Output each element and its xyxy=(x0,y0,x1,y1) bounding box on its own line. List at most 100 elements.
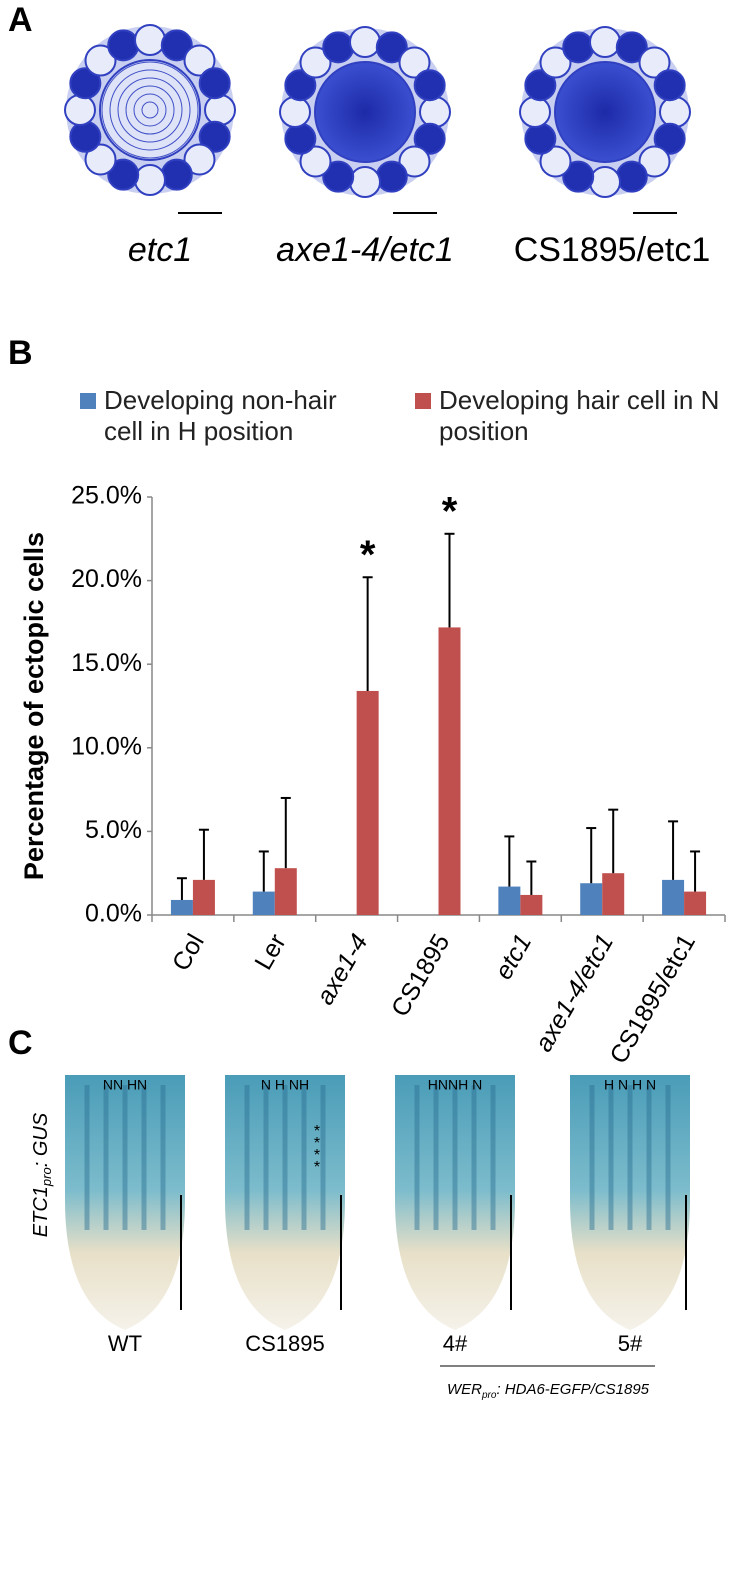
error-bar xyxy=(198,828,209,880)
bar xyxy=(192,879,215,915)
subscript: pro xyxy=(39,1167,54,1187)
micrograph-cell xyxy=(299,46,332,79)
bar xyxy=(684,891,707,915)
micrograph-cell xyxy=(107,29,140,62)
micrograph-ring xyxy=(125,85,175,135)
panel-label: C xyxy=(8,1024,33,1062)
micrograph-cell xyxy=(375,31,408,64)
x-tick-label: CS1895/etc1 xyxy=(604,929,701,1068)
caption: axe1-4/etc1 xyxy=(276,231,454,269)
error-bar xyxy=(280,796,291,869)
asterisk: * xyxy=(314,1135,320,1152)
micrograph-cell xyxy=(279,96,311,128)
image-label: 4# xyxy=(443,1331,468,1356)
micrograph-cell xyxy=(349,166,381,198)
root-image xyxy=(570,1075,690,1330)
micrograph-cell xyxy=(375,160,408,193)
root-image xyxy=(395,1075,515,1330)
error-bar xyxy=(608,808,619,874)
legend-swatch xyxy=(415,393,431,409)
error-bar xyxy=(504,835,515,887)
x-tick-label: axe1-4 xyxy=(311,929,373,1009)
asterisk: * xyxy=(314,1123,320,1140)
bar xyxy=(498,886,521,915)
subscript: pro xyxy=(481,1390,497,1401)
micrograph-cell xyxy=(539,145,572,178)
bar xyxy=(356,690,379,915)
x-tick-label: Ler xyxy=(249,929,291,974)
micrograph-cell xyxy=(539,46,572,79)
gene: WER xyxy=(447,1381,482,1398)
micrograph-cell xyxy=(589,26,621,58)
error-bar xyxy=(176,877,187,900)
micrograph-cell xyxy=(322,160,355,193)
caption: CS1895/etc1 xyxy=(514,231,711,269)
micrograph-cell xyxy=(84,44,117,77)
x-tick-label: Col xyxy=(167,929,210,975)
bar xyxy=(170,899,193,915)
micrograph-ring xyxy=(141,101,159,119)
bar xyxy=(274,868,297,915)
micrograph-cell xyxy=(524,122,557,155)
micrograph-cell xyxy=(64,94,96,126)
construct-label: WERpro: HDA6-EGFP/CS1895 xyxy=(447,1381,650,1401)
micrograph-cell xyxy=(562,160,595,193)
root-image xyxy=(65,1075,185,1330)
micrograph-cell xyxy=(198,120,231,153)
micrograph-cell xyxy=(107,158,140,191)
legend-label: Developing hair cell in N position xyxy=(439,385,720,446)
separator: : xyxy=(30,1156,52,1167)
image-label: CS1895 xyxy=(245,1331,325,1356)
suffix: GUS xyxy=(30,1112,52,1156)
x-tick-label: axe1-4/etc1 xyxy=(530,929,620,1056)
micrograph-cell xyxy=(524,69,557,102)
micrograph-cell xyxy=(615,160,648,193)
y-tick-label: 10.0% xyxy=(71,732,142,760)
micrograph-cell xyxy=(659,96,691,128)
micrograph-cell xyxy=(589,166,621,198)
position-label: N H NH xyxy=(261,1077,309,1093)
micrograph-cell xyxy=(653,122,686,155)
micrograph-cell xyxy=(413,122,446,155)
micrograph-ring xyxy=(117,77,183,143)
bar xyxy=(252,891,275,915)
error-bar xyxy=(690,850,701,892)
micrograph-ring xyxy=(133,93,167,127)
micrograph-cell xyxy=(69,67,102,100)
micrograph-cell xyxy=(69,120,102,153)
micrograph-cell xyxy=(284,69,317,102)
micrograph-cell xyxy=(160,158,193,191)
micrograph-cell xyxy=(638,46,671,79)
bar xyxy=(662,879,685,915)
micrograph-cell xyxy=(653,69,686,102)
error-bar xyxy=(586,827,597,884)
micrograph-cell xyxy=(299,145,332,178)
position-label: HNNH N xyxy=(428,1077,482,1093)
panel-label: A xyxy=(8,1,33,39)
caption: etc1 xyxy=(128,231,192,269)
micrograph-cell xyxy=(183,44,216,77)
image-label: WT xyxy=(108,1331,142,1356)
root-image xyxy=(225,1075,345,1330)
micrograph-cell xyxy=(519,96,551,128)
error-bar xyxy=(362,576,373,691)
suffix: HDA6-EGFP/CS1895 xyxy=(505,1381,650,1398)
legend-swatch xyxy=(80,393,96,409)
gene: ETC1 xyxy=(30,1186,52,1237)
micrograph-cell xyxy=(349,26,381,58)
y-axis-title: Percentage of ectopic cells xyxy=(19,532,49,880)
separator: : xyxy=(496,1381,504,1398)
micrograph-cell xyxy=(198,67,231,100)
y-tick-label: 20.0% xyxy=(71,565,142,593)
micrograph-cell xyxy=(398,145,431,178)
micrograph-cell xyxy=(183,143,216,176)
micrograph-core xyxy=(99,59,201,161)
micrograph-core xyxy=(554,61,656,163)
error-bar xyxy=(668,820,679,880)
micrograph-cell xyxy=(398,46,431,79)
micrograph-cell xyxy=(638,145,671,178)
micrograph-cell xyxy=(134,164,166,196)
error-bar xyxy=(444,532,455,628)
